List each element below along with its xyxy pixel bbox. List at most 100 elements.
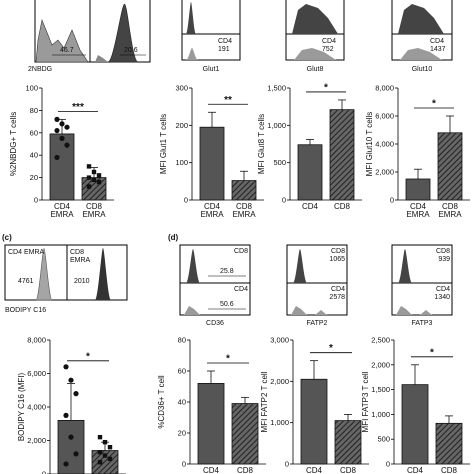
data-point [102,453,108,458]
data-point [86,164,92,169]
histogram-value: 4761 [18,278,34,285]
y-tick-label: 2,000 [270,377,289,386]
data-point [59,135,65,141]
histogram-peak [35,18,89,63]
histogram-label: CD4 [234,286,248,293]
histogram-glut8: CD4 752 Glut8 [285,0,345,73]
y-tick-label: 4,000 [375,140,394,149]
bar [57,419,85,474]
bar [435,422,463,465]
histogram-frame [181,33,241,61]
bar [297,144,323,201]
y-tick-label: 40 [30,151,38,160]
bar [405,178,431,201]
y-tick-label: 1,000 [267,121,286,130]
y-tick-label: 80 [30,106,38,115]
y-tick-label: 3,000 [270,336,289,345]
histogram-peak [398,249,412,283]
data-point [54,116,60,122]
y-tick-label: 60 [30,128,38,137]
y-tick-label: 80 [178,336,186,345]
panel-label-d: (d) [168,233,179,242]
data-point [97,450,103,455]
y-tick-label: 300 [175,84,188,93]
y-tick-label: 6,000 [27,369,46,378]
significance-marker: * [430,347,434,358]
x-category-label: CD8 EMRA [232,202,256,219]
y-tick-label: 2,000 [27,436,46,445]
histogram-label: CD4 EMRA [8,249,45,256]
histogram-layer: 46.7 20.6 2NBDG CD4 191 Glut1 CD4 752 Glut8 CD4 14… [4,0,453,327]
histogram-nbdg: 46.7 20.6 2NBDG [28,0,151,73]
data-point [63,412,69,418]
data-point [97,434,103,440]
gate-value: 25.8 [220,268,234,275]
y-tick-label: 100 [175,158,188,167]
bar [334,420,362,465]
y-tick-label: 0 [386,460,390,469]
histogram-label: CD8 1065 [329,248,345,263]
data-point [59,121,65,127]
x-category-label: CD4 [306,466,323,474]
histogram-peak [107,3,139,63]
data-point [96,173,102,178]
bar-chart-b_glut10: 0 2,000 4,000 6,000 8,000 MFI Glut10 T cells C… [365,84,470,219]
y-tick-label: 2,500 [371,336,390,345]
histogram-fatp3: CD8 939 CD4 1340 FATP3 [391,244,453,327]
y-tick-label: 100 [25,84,38,93]
bar-chart-b_fatp2: 0 1,000 2,000 3,000 MFI FATP2 T cell CD4 CD8 * [260,336,369,474]
histogram-fatp2: CD8 1065 CD4 2578 FATP2 [286,244,348,327]
data-point [54,154,60,161]
x-category-label: CD4 EMRA [200,202,224,219]
histogram-peak [398,4,444,34]
histogram-cd36: CD8 CD4 25.8 50.6 CD36 [179,244,251,327]
data-point [63,461,69,467]
bar [197,382,225,465]
histogram-label: CD8 EMRA [70,249,91,264]
y-tick-label: 0 [42,470,46,474]
bar [401,384,429,465]
bar [300,378,328,465]
significance-marker: * [86,351,90,362]
significance-marker: * [432,99,436,110]
histogram-xlabel: BODIPY C16 [5,307,46,314]
y-tick-label: 4,000 [27,403,46,412]
histogram-label: CD4 191 [218,38,232,53]
data-point [68,377,74,383]
x-category-label: CD8 [237,466,254,474]
y-axis-label: BODIPY C16 (MFI) [17,373,26,442]
y-axis-label: MFI FATP3 T cell [361,371,370,432]
y-tick-label: 1,000 [371,410,390,419]
y-tick-label: 0 [34,196,38,205]
bar-chart-b_glut1: 0 100 200 300 MFI Glut1 T cells CD4 EMRA CD8 EMR… [159,84,264,219]
histogram-peak [291,306,307,315]
significance-marker: *** [72,102,84,113]
data-point [73,451,79,457]
significance-marker: * [324,82,328,93]
x-category-label: CD4 [407,466,424,474]
y-tick-label: 20 [178,429,186,438]
bar [437,132,463,201]
data-point [64,124,70,130]
y-tick-label: 500 [377,435,390,444]
y-tick-label: 1,500 [267,84,286,93]
histogram-xlabel: FATP2 [307,320,328,327]
histogram-glut10: CD4 1437 Glut10 [391,0,453,73]
x-category-label: CD4 EMRA [406,202,430,219]
bar [231,180,257,201]
histogram-label: CD8 939 [436,248,450,263]
histogram-peak [396,306,412,315]
y-axis-label: MFI FATP2 T cell [260,371,269,432]
gate-value: 46.7 [60,47,74,54]
data-point [107,456,113,462]
histogram-label: CD4 2578 [329,286,345,301]
histogram-label: CD8 [234,248,248,255]
y-tick-label: 1,500 [371,385,390,394]
histogram-peak [294,48,336,60]
y-axis-label: %CD36+ T cell [157,375,166,429]
bar [199,126,225,201]
histogram-peak [95,248,111,300]
histogram-peak [95,55,108,62]
y-tick-label: 0 [285,460,289,469]
